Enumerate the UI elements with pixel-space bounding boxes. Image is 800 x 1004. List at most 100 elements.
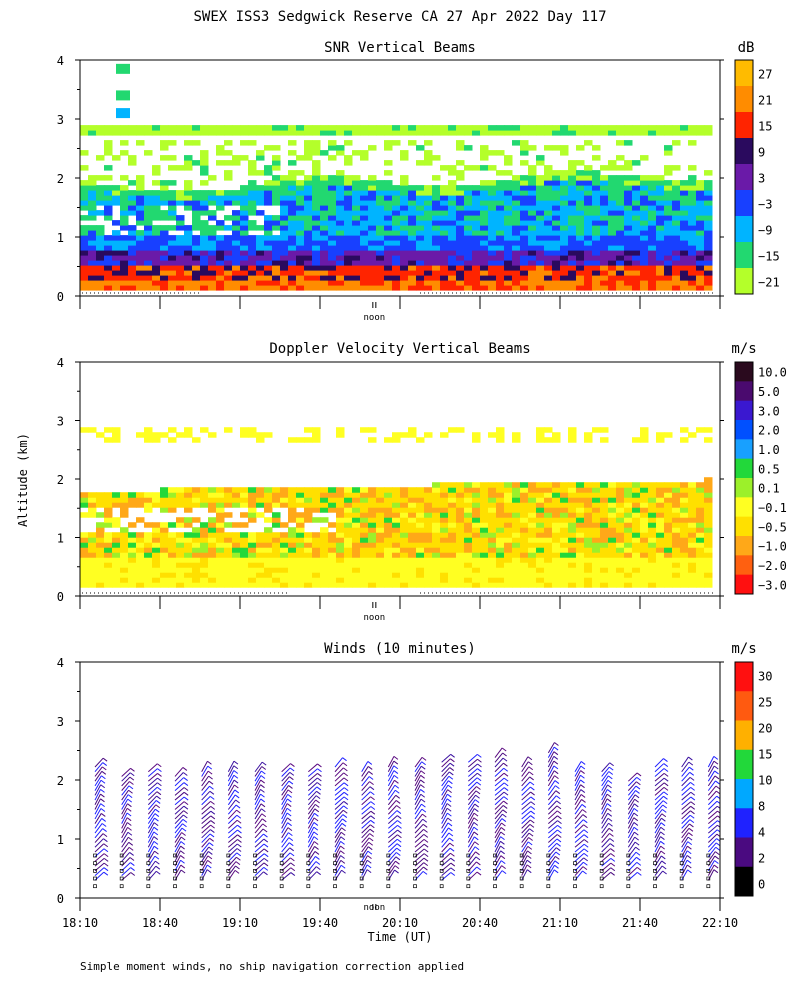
colorbar-label: 15: [758, 120, 772, 134]
colorbar-swatch: [735, 838, 753, 868]
y-tick-label: 1: [57, 231, 64, 245]
colorbar-label: 8: [758, 799, 765, 813]
y-tick-label: 4: [57, 54, 64, 68]
doppler-panel: Doppler Velocity Vertical Beams m/s 0123…: [57, 341, 787, 623]
wind-profile: [334, 758, 349, 888]
noon-label: noon: [363, 903, 385, 913]
y-tick-label: 3: [57, 113, 64, 127]
figure-title: SWEX ISS3 Sedgwick Reserve CA 27 Apr 202…: [193, 9, 606, 25]
wind-profile: [147, 764, 162, 888]
colorbar-swatch: [735, 662, 753, 692]
wind-profile: [280, 764, 295, 888]
colorbar-swatch: [735, 555, 753, 575]
colorbar-swatch: [735, 808, 753, 838]
colorbar-label: −1.0: [758, 540, 787, 554]
colorbar-swatch: [735, 867, 753, 897]
colorbar-label: 1.0: [758, 443, 780, 457]
winds-units-label: m/s: [731, 641, 756, 657]
colorbar-swatch: [735, 381, 753, 401]
colorbar-swatch: [735, 721, 753, 751]
wind-profile: [94, 758, 109, 888]
colorbar-label: 3.0: [758, 404, 780, 418]
colorbar-label: −3: [758, 198, 772, 212]
colorbar-label: 25: [758, 695, 772, 709]
x-axis-label: Time (UT): [367, 930, 432, 944]
colorbar-label: 0.1: [758, 482, 780, 496]
colorbar-swatch: [735, 138, 753, 165]
colorbar-swatch: [735, 517, 753, 537]
colorbar-swatch: [735, 242, 753, 269]
colorbar-swatch: [735, 401, 753, 421]
colorbar-label: 4: [758, 825, 765, 839]
wind-profile: [574, 761, 589, 887]
y-tick-label: 0: [57, 290, 64, 304]
footnote: Simple moment winds, no ship navigation …: [80, 960, 464, 973]
wind-profile: [654, 759, 669, 888]
y-tick-label: 0: [57, 590, 64, 604]
x-tick-label: 20:10: [382, 916, 418, 930]
snr-units-label: dB: [738, 40, 755, 56]
x-tick-label: 18:10: [62, 916, 98, 930]
doppler-units-label: m/s: [731, 341, 756, 357]
colorbar-label: −21: [758, 276, 780, 290]
colorbar-label: 2: [758, 851, 765, 865]
noon-label: noon: [363, 313, 385, 323]
x-tick-label: 21:40: [622, 916, 658, 930]
x-tick-label: 19:10: [222, 916, 258, 930]
wind-profile: [120, 768, 135, 887]
colorbar-label: 30: [758, 669, 772, 683]
wind-profile: [200, 761, 215, 887]
noon-label: noon: [363, 613, 385, 623]
colorbar-label: 0.5: [758, 462, 780, 476]
wind-profile: [307, 764, 322, 888]
colorbar-swatch: [735, 750, 753, 780]
wind-profile: [627, 773, 642, 888]
doppler-heatmap: [80, 427, 713, 587]
y-tick-label: 3: [57, 715, 64, 729]
colorbar-label: −0.5: [758, 520, 787, 534]
colorbar-swatch: [735, 779, 753, 809]
y-tick-label: 2: [57, 473, 64, 487]
colorbar-label: 2.0: [758, 424, 780, 438]
colorbar-swatch: [735, 112, 753, 139]
colorbar-swatch: [735, 362, 753, 382]
x-tick-label: 18:40: [142, 916, 178, 930]
doppler-panel-title: Doppler Velocity Vertical Beams: [269, 341, 530, 357]
colorbar-swatch: [735, 439, 753, 459]
colorbar-label: 9: [758, 146, 765, 160]
colorbar-swatch: [735, 420, 753, 440]
colorbar-swatch: [735, 478, 753, 498]
y-axis-label: Altitude (km): [16, 433, 30, 527]
y-tick-label: 2: [57, 172, 64, 186]
wind-profile: [680, 757, 695, 888]
colorbar-swatch: [735, 497, 753, 517]
y-tick-label: 2: [57, 774, 64, 788]
y-tick-label: 1: [57, 833, 64, 847]
colorbar-swatch: [735, 459, 753, 479]
wind-profile: [440, 754, 455, 887]
y-tick-label: 3: [57, 415, 64, 429]
colorbar-label: 10.0: [758, 366, 787, 380]
wind-profile: [494, 748, 509, 888]
y-tick-label: 4: [57, 656, 64, 670]
y-tick-label: 0: [57, 892, 64, 906]
wind-profile: [414, 757, 429, 887]
colorbar-swatch: [735, 575, 753, 595]
wind-profile: [227, 761, 242, 888]
wind-profile: [520, 757, 535, 888]
wind-profile: [387, 756, 402, 887]
colorbar-swatch: [735, 536, 753, 556]
wind-profile: [707, 756, 722, 887]
wind-profile: [547, 743, 562, 888]
y-tick-label: 4: [57, 356, 64, 370]
colorbar-label: −2.0: [758, 559, 787, 573]
colorbar-label: −15: [758, 250, 780, 264]
wind-profile: [174, 767, 189, 887]
wind-profile: [467, 754, 482, 887]
wind-profile: [600, 763, 615, 888]
colorbar-swatch: [735, 164, 753, 191]
